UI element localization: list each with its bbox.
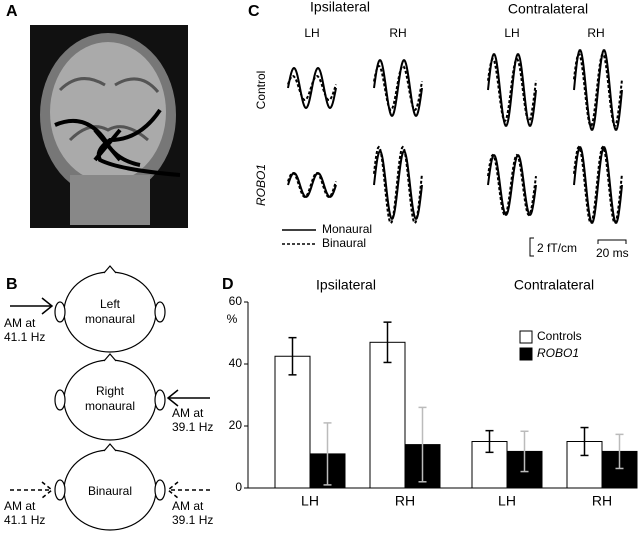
waveform: [487, 153, 537, 217]
x-tick-label: RH: [395, 493, 415, 509]
stimulus-label: 41.1 Hz: [4, 330, 45, 344]
column-title: Contralateral: [508, 1, 588, 17]
stimulus-label: AM at: [172, 499, 204, 513]
hemisphere-label: RH: [587, 26, 604, 40]
waveform: [573, 49, 623, 131]
hemisphere-label: RH: [389, 26, 406, 40]
head-label: Right: [96, 384, 125, 398]
mri-image: [30, 25, 188, 228]
y-tick-label: 0: [235, 480, 242, 494]
x-tick-label: LH: [301, 493, 319, 509]
head-label: Left: [100, 297, 121, 311]
stimulus-label: 41.1 Hz: [4, 513, 45, 527]
panel-label: C: [248, 3, 260, 20]
hemisphere-label: LH: [504, 26, 519, 40]
stimulus-label: AM at: [172, 406, 204, 420]
waveform: [373, 64, 423, 112]
x-tick-label: LH: [498, 493, 516, 509]
waveform: [487, 154, 537, 216]
legend-label: Binaural: [322, 236, 366, 250]
waveform: [287, 171, 337, 199]
scale-label: 2 fT/cm: [537, 241, 577, 255]
stimulus-label: AM at: [4, 316, 36, 330]
legend-swatch: [519, 330, 533, 344]
scale-label: 20 ms: [596, 246, 629, 260]
waveforms: [287, 49, 623, 225]
y-tick-label: 60: [229, 294, 243, 308]
waveform: [573, 146, 623, 224]
panel-label: D: [222, 276, 234, 293]
column-title: Ipsilateral: [310, 0, 370, 15]
head-label: monaural: [85, 312, 135, 326]
stimulus-label: 39.1 Hz: [172, 513, 213, 527]
waveform: [287, 74, 337, 102]
hemisphere-label: LH: [304, 26, 319, 40]
waveform: [573, 145, 623, 225]
scale-bar: [529, 237, 627, 257]
y-axis-label: %: [227, 312, 238, 326]
waveform: [373, 145, 423, 225]
row-label: ROBO1: [254, 164, 268, 206]
bar-chart: % 0 20 40 60 LH RH LH RH Ipsilateral Contralateral…: [227, 277, 638, 509]
legend-label: Monaural: [322, 222, 372, 236]
panel-label: A: [6, 3, 18, 20]
panel-label: B: [6, 276, 18, 293]
x-tick-label: RH: [592, 493, 612, 509]
head-label: monaural: [85, 399, 135, 413]
stimulus-label: 39.1 Hz: [172, 420, 213, 434]
y-tick-label: 40: [229, 356, 243, 370]
waveform: [287, 67, 337, 109]
waveform: [373, 150, 423, 220]
legend-label: ROBO1: [537, 346, 579, 360]
legend-label: Controls: [537, 329, 582, 343]
bar: [274, 355, 311, 489]
row-label: Control: [254, 71, 268, 110]
group-label: Contralateral: [514, 277, 594, 293]
waveform: [287, 172, 337, 198]
legend-swatch: [519, 347, 533, 361]
waveform: [487, 57, 537, 123]
waveform: [573, 52, 623, 128]
head-label: Binaural: [88, 484, 132, 498]
bar: [369, 341, 406, 489]
y-tick-label: 20: [229, 418, 243, 432]
waveform: [487, 53, 537, 127]
head-diagrams: [10, 265, 210, 531]
group-label: Ipsilateral: [316, 277, 376, 293]
waveform: [373, 59, 423, 117]
stimulus-label: AM at: [4, 499, 36, 513]
